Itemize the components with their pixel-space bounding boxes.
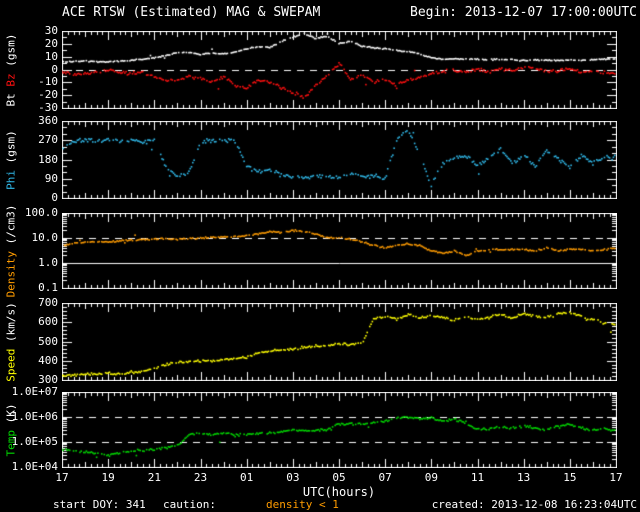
x-tick-label: 03 xyxy=(286,471,300,484)
y-tick-label: 90 xyxy=(44,171,58,185)
y-tick-label: 700 xyxy=(38,296,58,309)
y-tick-label: 1.0E+06 xyxy=(11,410,58,423)
x-tick-label: 13 xyxy=(517,471,531,484)
x-axis-label: UTC(hours) xyxy=(302,485,376,499)
x-tick-label: 15 xyxy=(563,471,577,484)
y-tick-label: 0 xyxy=(51,191,58,204)
y-tick-label: 1.0E+04 xyxy=(11,460,58,473)
speed-panel-canvas xyxy=(62,303,617,381)
caution-label: caution: xyxy=(163,498,216,511)
created-timestamp: created: 2013-12-08 16:23:04UTC xyxy=(431,498,637,511)
plot-title: ACE RTSW (Estimated) MAG & SWEPAM xyxy=(62,5,321,20)
y-tick-label: 0.1 xyxy=(38,281,58,294)
y-tick-label: 1.0E+07 xyxy=(11,385,58,398)
y-tick-label: 600 xyxy=(38,315,58,329)
temp-panel-canvas xyxy=(62,392,617,468)
y-tick-label: 360 xyxy=(38,114,58,127)
y-tick-label: -10 xyxy=(38,75,58,89)
y-tick-label: 10 xyxy=(44,49,58,63)
y-tick-label: 400 xyxy=(38,353,58,367)
begin-timestamp: Begin: 2013-12-07 17:00:00UTC xyxy=(410,5,637,20)
y-tick-label: 20 xyxy=(44,36,58,50)
phi-panel-canvas xyxy=(62,121,617,199)
density-panel-canvas xyxy=(62,213,617,289)
mag-panel-canvas xyxy=(62,31,617,109)
y-tick-label: 270 xyxy=(38,133,58,147)
caution-value: density < 1 xyxy=(266,498,339,511)
y-tick-label: 1.0E+05 xyxy=(11,435,58,448)
y-tick-label: 500 xyxy=(38,334,58,348)
x-tick-label: 21 xyxy=(147,471,161,484)
x-tick-label: 09 xyxy=(424,471,438,484)
x-tick-label: 05 xyxy=(332,471,346,484)
x-tick-label: 19 xyxy=(101,471,115,484)
x-tick-label: 01 xyxy=(240,471,254,484)
x-tick-label: 23 xyxy=(193,471,208,484)
y-tick-label: 30 xyxy=(44,24,58,37)
y-tick-label: 1.0 xyxy=(38,256,58,269)
y-tick-label: 0 xyxy=(51,62,58,76)
y-tick-label: 100.0 xyxy=(24,206,58,219)
x-tick-label: 07 xyxy=(378,471,392,484)
x-tick-label: 17 xyxy=(55,471,69,484)
x-tick-label: 17 xyxy=(609,471,623,484)
y-tick-label: -20 xyxy=(38,88,58,102)
y-tick-label: 10.0 xyxy=(31,231,59,244)
y-tick-label: 180 xyxy=(38,152,58,166)
x-tick-label: 11 xyxy=(470,471,485,484)
y-tick-label: 300 xyxy=(38,373,58,386)
y-tick-label: -30 xyxy=(38,101,58,114)
start-doy-label: start DOY: 341 xyxy=(53,498,146,511)
